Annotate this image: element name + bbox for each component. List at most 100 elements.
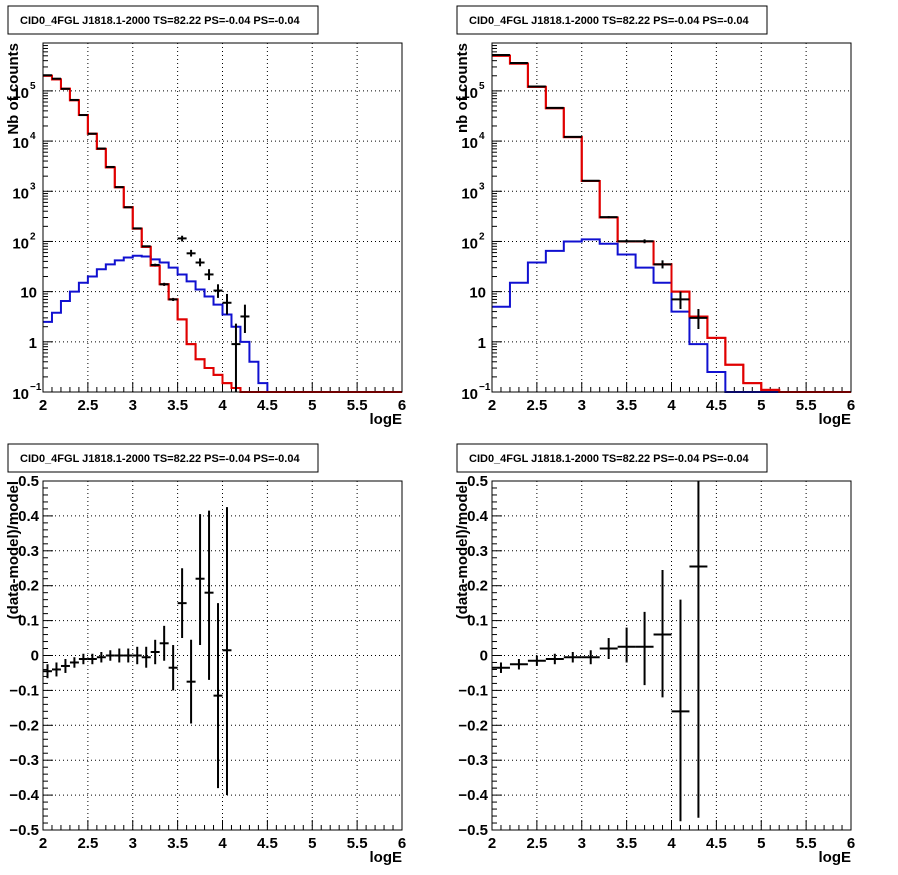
x-tick-label: 3: [578, 397, 586, 414]
data-point: [635, 611, 654, 686]
data-point: [222, 293, 232, 315]
data-point: [509, 658, 528, 670]
title-box: [456, 5, 768, 35]
data-point: [141, 646, 151, 668]
data-point: [105, 650, 115, 661]
y-tick-label-exponent: 5: [30, 81, 36, 92]
data-point: [563, 652, 582, 663]
y-tick-label-exponent: −1: [30, 382, 42, 393]
data-point: [159, 282, 169, 286]
x-axis-label: logE: [819, 849, 852, 866]
y-tick-label-exponent: 3: [30, 181, 36, 192]
x-axis-label: logE: [819, 411, 852, 428]
data-point: [105, 165, 115, 168]
data-point: [51, 662, 61, 677]
y-tick-label: 0: [480, 648, 488, 665]
y-tick-label: 1: [29, 335, 37, 352]
y-axis-label: Nb of counts: [5, 43, 22, 135]
y-tick-label: −0.5: [458, 822, 488, 839]
x-axis-label: logE: [370, 411, 403, 428]
data-point: [545, 653, 564, 665]
data-point: [527, 655, 546, 666]
y-tick-label-exponent: −1: [479, 382, 491, 393]
x-tick-label: 5.5: [796, 835, 817, 852]
data-point: [60, 658, 70, 673]
data-point: [240, 304, 250, 333]
y-tick-label-exponent: 3: [479, 181, 485, 192]
data-point: [96, 147, 106, 150]
data-point: [132, 227, 142, 230]
data-point: [141, 245, 151, 248]
data-point: [150, 263, 160, 267]
chart-panel-bottom-right: 2 2.5 3 3.5 4 4.5 5 5.5 6 −0.5 −0.4 −0.3 −0.2 −0.1 0 0.…: [454, 443, 855, 866]
data-point: [204, 269, 214, 281]
data-point: [689, 481, 708, 818]
x-tick-label: 2.5: [526, 397, 547, 414]
y-tick-label: 10: [12, 185, 29, 202]
data-point: [581, 650, 600, 665]
y-axis-label: (data-model)/model: [5, 481, 22, 619]
x-tick-label: 6: [398, 835, 406, 852]
y-tick-label: 10: [461, 235, 478, 252]
y-tick-label: 1: [478, 335, 486, 352]
y-tick-label: −0.2: [9, 717, 39, 734]
data-point: [78, 653, 88, 665]
y-axis-label: nb of counts: [454, 43, 471, 133]
x-tick-label: 4: [218, 397, 227, 414]
data-point: [114, 186, 124, 189]
plot-frame: [491, 42, 852, 393]
y-tick-label: −0.3: [458, 752, 488, 769]
x-tick-label: 2: [39, 835, 47, 852]
chart-title: CID0_4FGL J1818.1-2000 TS=82.22 PS=-0.04…: [469, 453, 749, 465]
y-tick-label-exponent: 4: [30, 131, 36, 142]
y-tick-label: 10: [461, 185, 478, 202]
y-tick-label: 0.5: [467, 473, 488, 490]
plot-area: [43, 481, 402, 830]
data-point: [186, 639, 196, 724]
y-tick-label: 10: [469, 285, 486, 302]
y-tick-label: −0.3: [9, 752, 39, 769]
x-tick-label: 3: [578, 835, 586, 852]
data-point: [195, 514, 205, 646]
y-tick-label-exponent: 4: [479, 131, 485, 142]
y-tick-label: 0.2: [467, 578, 488, 595]
chart-title: CID0_4FGL J1818.1-2000 TS=82.22 PS=-0.04…: [20, 15, 300, 27]
data-point: [222, 507, 232, 796]
data-point: [186, 249, 196, 257]
x-tick-label: 6: [847, 397, 855, 414]
x-tick-label: 4.5: [706, 835, 727, 852]
data-point: [204, 510, 214, 680]
x-tick-label: 3: [129, 397, 137, 414]
y-tick-label: −0.2: [458, 717, 488, 734]
y-tick-label: 0.4: [467, 508, 489, 525]
data-point: [150, 639, 160, 665]
x-tick-label: 4: [667, 835, 676, 852]
data-point: [599, 216, 618, 219]
x-tick-label: 5: [757, 835, 765, 852]
data-point: [132, 646, 142, 665]
y-tick-label: 10: [12, 235, 29, 252]
y-axis-label: (data-model)/model: [454, 481, 471, 619]
data-point: [617, 627, 636, 663]
x-tick-label: 3.5: [167, 835, 188, 852]
x-tick-label: 4.5: [706, 397, 727, 414]
y-tick-label: 10: [461, 386, 478, 403]
plot-area: [492, 43, 851, 392]
x-tick-label: 3.5: [616, 397, 637, 414]
plot-area: [492, 481, 851, 830]
x-tick-label: 2.5: [77, 835, 98, 852]
data-point: [213, 603, 223, 789]
y-tick-label: 10: [20, 285, 37, 302]
x-tick-label: 3.5: [616, 835, 637, 852]
data-point: [195, 258, 205, 267]
data-point: [563, 135, 582, 138]
x-tick-label: 5: [757, 397, 765, 414]
x-tick-label: 4.5: [257, 397, 278, 414]
data-point: [177, 568, 187, 639]
y-tick-label: −0.4: [458, 787, 488, 804]
y-tick-label: 0.3: [467, 543, 488, 560]
data-point: [177, 235, 187, 242]
